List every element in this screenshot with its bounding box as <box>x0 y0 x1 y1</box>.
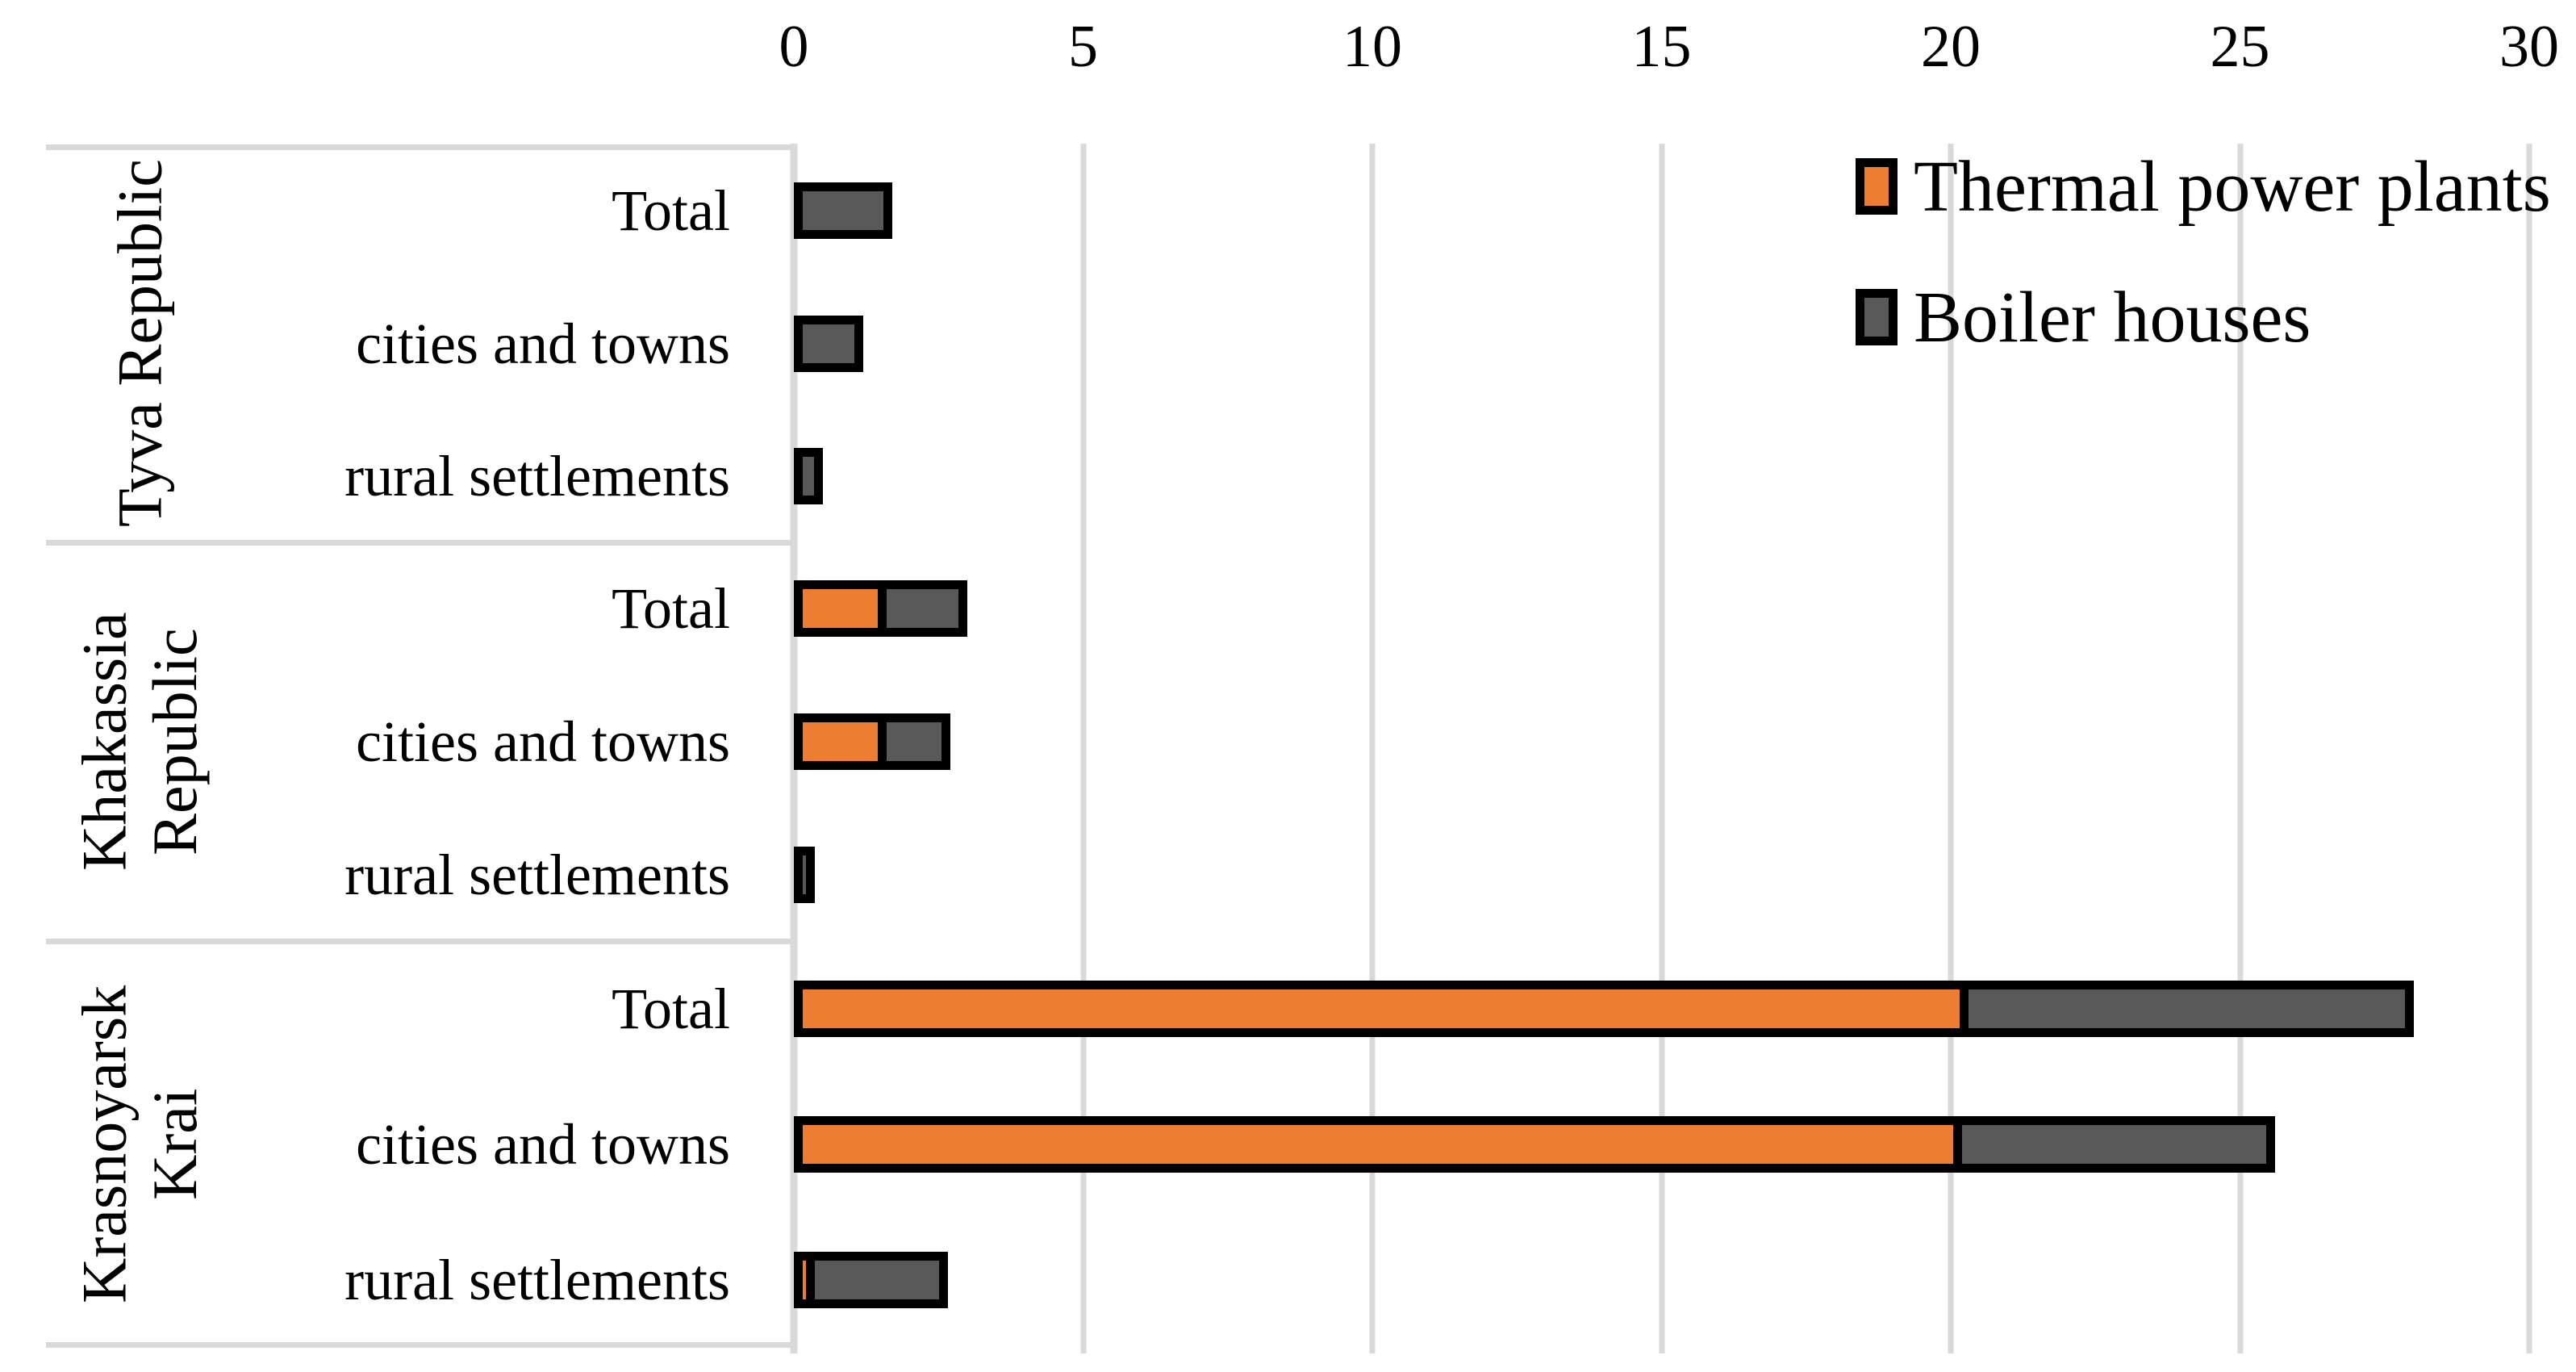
gridline-20 <box>1948 144 1954 1353</box>
legend-swatch-boiler-houses <box>1856 289 1898 345</box>
bar-segment-boiler-houses <box>877 580 968 638</box>
category-label-Total: Total <box>612 178 730 244</box>
bar-row-2-1 <box>794 1116 2275 1173</box>
bar-row-0-1 <box>794 315 864 372</box>
region-label-krasnoyarsk-krai: Krasnoyarsk Krai <box>69 985 210 1304</box>
x-tick-label-5: 5 <box>1068 14 1098 80</box>
category-label-cities-and-towns: cities and towns <box>356 1112 730 1177</box>
bar-row-0-0 <box>794 182 892 240</box>
bar-segment-thermal-power-plants <box>794 981 1969 1037</box>
region-label-tyva-republic: Tyva Republic <box>104 159 175 528</box>
bar-segment-boiler-houses <box>877 713 950 770</box>
bar-row-0-2 <box>794 447 823 504</box>
gridline-25 <box>2237 144 2243 1353</box>
gridline-10 <box>1369 144 1376 1353</box>
bar-row-1-2 <box>794 846 815 903</box>
bar-segment-boiler-houses <box>1959 981 2414 1037</box>
panel-border-line-3 <box>46 1342 795 1348</box>
bar-segment-boiler-houses <box>1953 1116 2275 1173</box>
bar-segment-thermal-power-plants <box>794 713 887 770</box>
x-tick-label-15: 15 <box>1631 14 1692 80</box>
bar-row-2-2 <box>794 1252 948 1308</box>
category-label-Total: Total <box>612 576 730 642</box>
category-label-rural-settlements: rural settlements <box>344 842 730 907</box>
panel-border-line-1 <box>46 540 795 546</box>
bar-segment-boiler-houses <box>794 182 892 240</box>
x-tick-label-10: 10 <box>1342 14 1402 80</box>
x-tick-label-30: 30 <box>2499 14 2559 80</box>
legend-swatch-thermal-power-plants <box>1856 158 1898 215</box>
bar-segment-thermal-power-plants <box>794 580 887 638</box>
x-tick-label-20: 20 <box>1921 14 1981 80</box>
category-label-Total: Total <box>612 977 730 1041</box>
panel-border-line-0 <box>46 144 795 150</box>
bar-segment-thermal-power-plants <box>794 1116 1963 1173</box>
legend-label-boiler-houses: Boiler houses <box>1914 278 2311 358</box>
bar-segment-boiler-houses <box>806 1252 948 1308</box>
bar-segment-boiler-houses <box>794 447 823 504</box>
x-tick-label-25: 25 <box>2210 14 2270 80</box>
bar-row-1-0 <box>794 580 968 638</box>
bar-row-2-0 <box>794 981 2414 1037</box>
bar-row-1-1 <box>794 713 950 770</box>
category-label-cities-and-towns: cities and towns <box>356 709 730 774</box>
gridline-5 <box>1080 144 1086 1353</box>
panel-border-line-2 <box>46 939 795 944</box>
bar-segment-boiler-houses <box>794 315 864 372</box>
gridline-15 <box>1659 144 1664 1353</box>
gridline-30 <box>2526 144 2532 1353</box>
category-label-rural-settlements: rural settlements <box>344 1248 730 1312</box>
x-tick-label-0: 0 <box>779 14 809 80</box>
legend-label-thermal-power-plants: Thermal power plants <box>1914 147 2551 227</box>
category-label-rural-settlements: rural settlements <box>344 443 730 508</box>
bar-segment-boiler-houses <box>794 846 815 903</box>
category-label-cities-and-towns: cities and towns <box>356 311 730 376</box>
region-label-khakassia-republic: Khakassia Republic <box>69 612 210 872</box>
